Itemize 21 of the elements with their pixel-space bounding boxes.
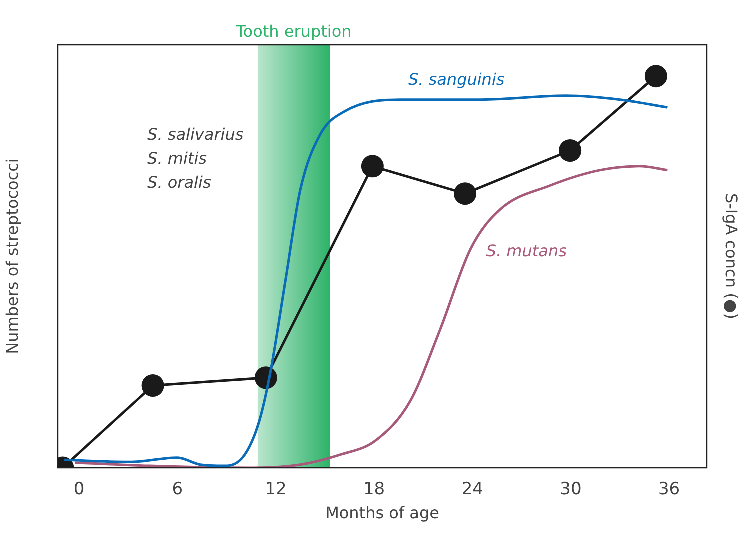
y2-axis-title: S-IgA concn (●): [722, 193, 742, 320]
x-tick-label: 12: [265, 480, 287, 500]
x-tick-label: 24: [462, 480, 484, 500]
point: [142, 374, 164, 397]
y-axis-title: Numbers of streptococci: [2, 158, 22, 354]
series-label: S. sanguinis: [408, 70, 505, 90]
series-label: S. mutans: [486, 241, 567, 260]
x-tick-label: 18: [363, 480, 386, 500]
band-label: Tooth eruption: [235, 22, 352, 42]
point: [644, 65, 668, 88]
annotation: S. salivarius: [148, 125, 244, 144]
point: [361, 155, 384, 178]
x-tick-label: 0: [74, 480, 85, 500]
annotation: S. mitis: [148, 149, 207, 168]
x-axis-title: Months of age: [326, 504, 440, 523]
x-tick-label: 6: [172, 480, 184, 500]
x-tick-label: 30: [560, 480, 582, 500]
point: [559, 140, 582, 162]
x-tick-label: 36: [658, 480, 680, 500]
point: [454, 182, 477, 206]
annotation: S. oralis: [148, 173, 212, 192]
